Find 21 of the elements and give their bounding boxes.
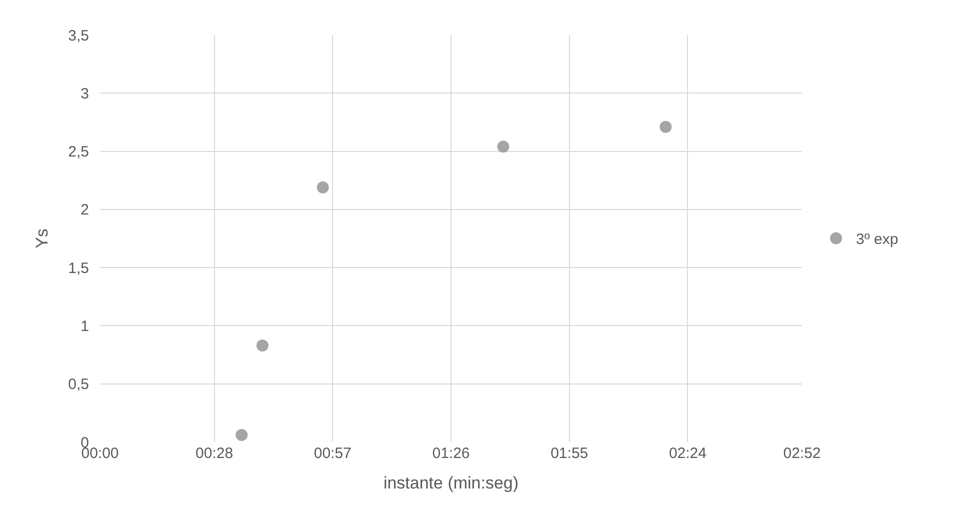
x-tick-label: 00:28 [196,445,234,462]
y-tick-label: 0,5 [68,376,89,394]
point [660,120,672,133]
y-tick-label: 2 [80,202,89,219]
x-tick-label: 00:57 [314,445,352,462]
y-tick-label: 3 [80,85,89,102]
x-axis-title: instante (min:seg) [383,473,519,492]
y-tick-label: 2,5 [68,144,89,161]
point [316,181,329,194]
legend-label: 3º exp [856,231,898,248]
y-tick-label: 3,5 [68,27,89,44]
y-tick-label: 1 [80,318,89,335]
x-tick-label: 01:26 [432,445,470,462]
point [497,140,510,153]
y-tick-label: 1,5 [68,260,89,277]
y-axis-title: Ys [32,228,52,248]
x-tick-label: 02:24 [668,445,706,462]
point [256,339,268,352]
x-tick-label: 02:52 [783,445,821,462]
x-tick-label: 01:55 [550,445,588,462]
point [236,429,248,442]
